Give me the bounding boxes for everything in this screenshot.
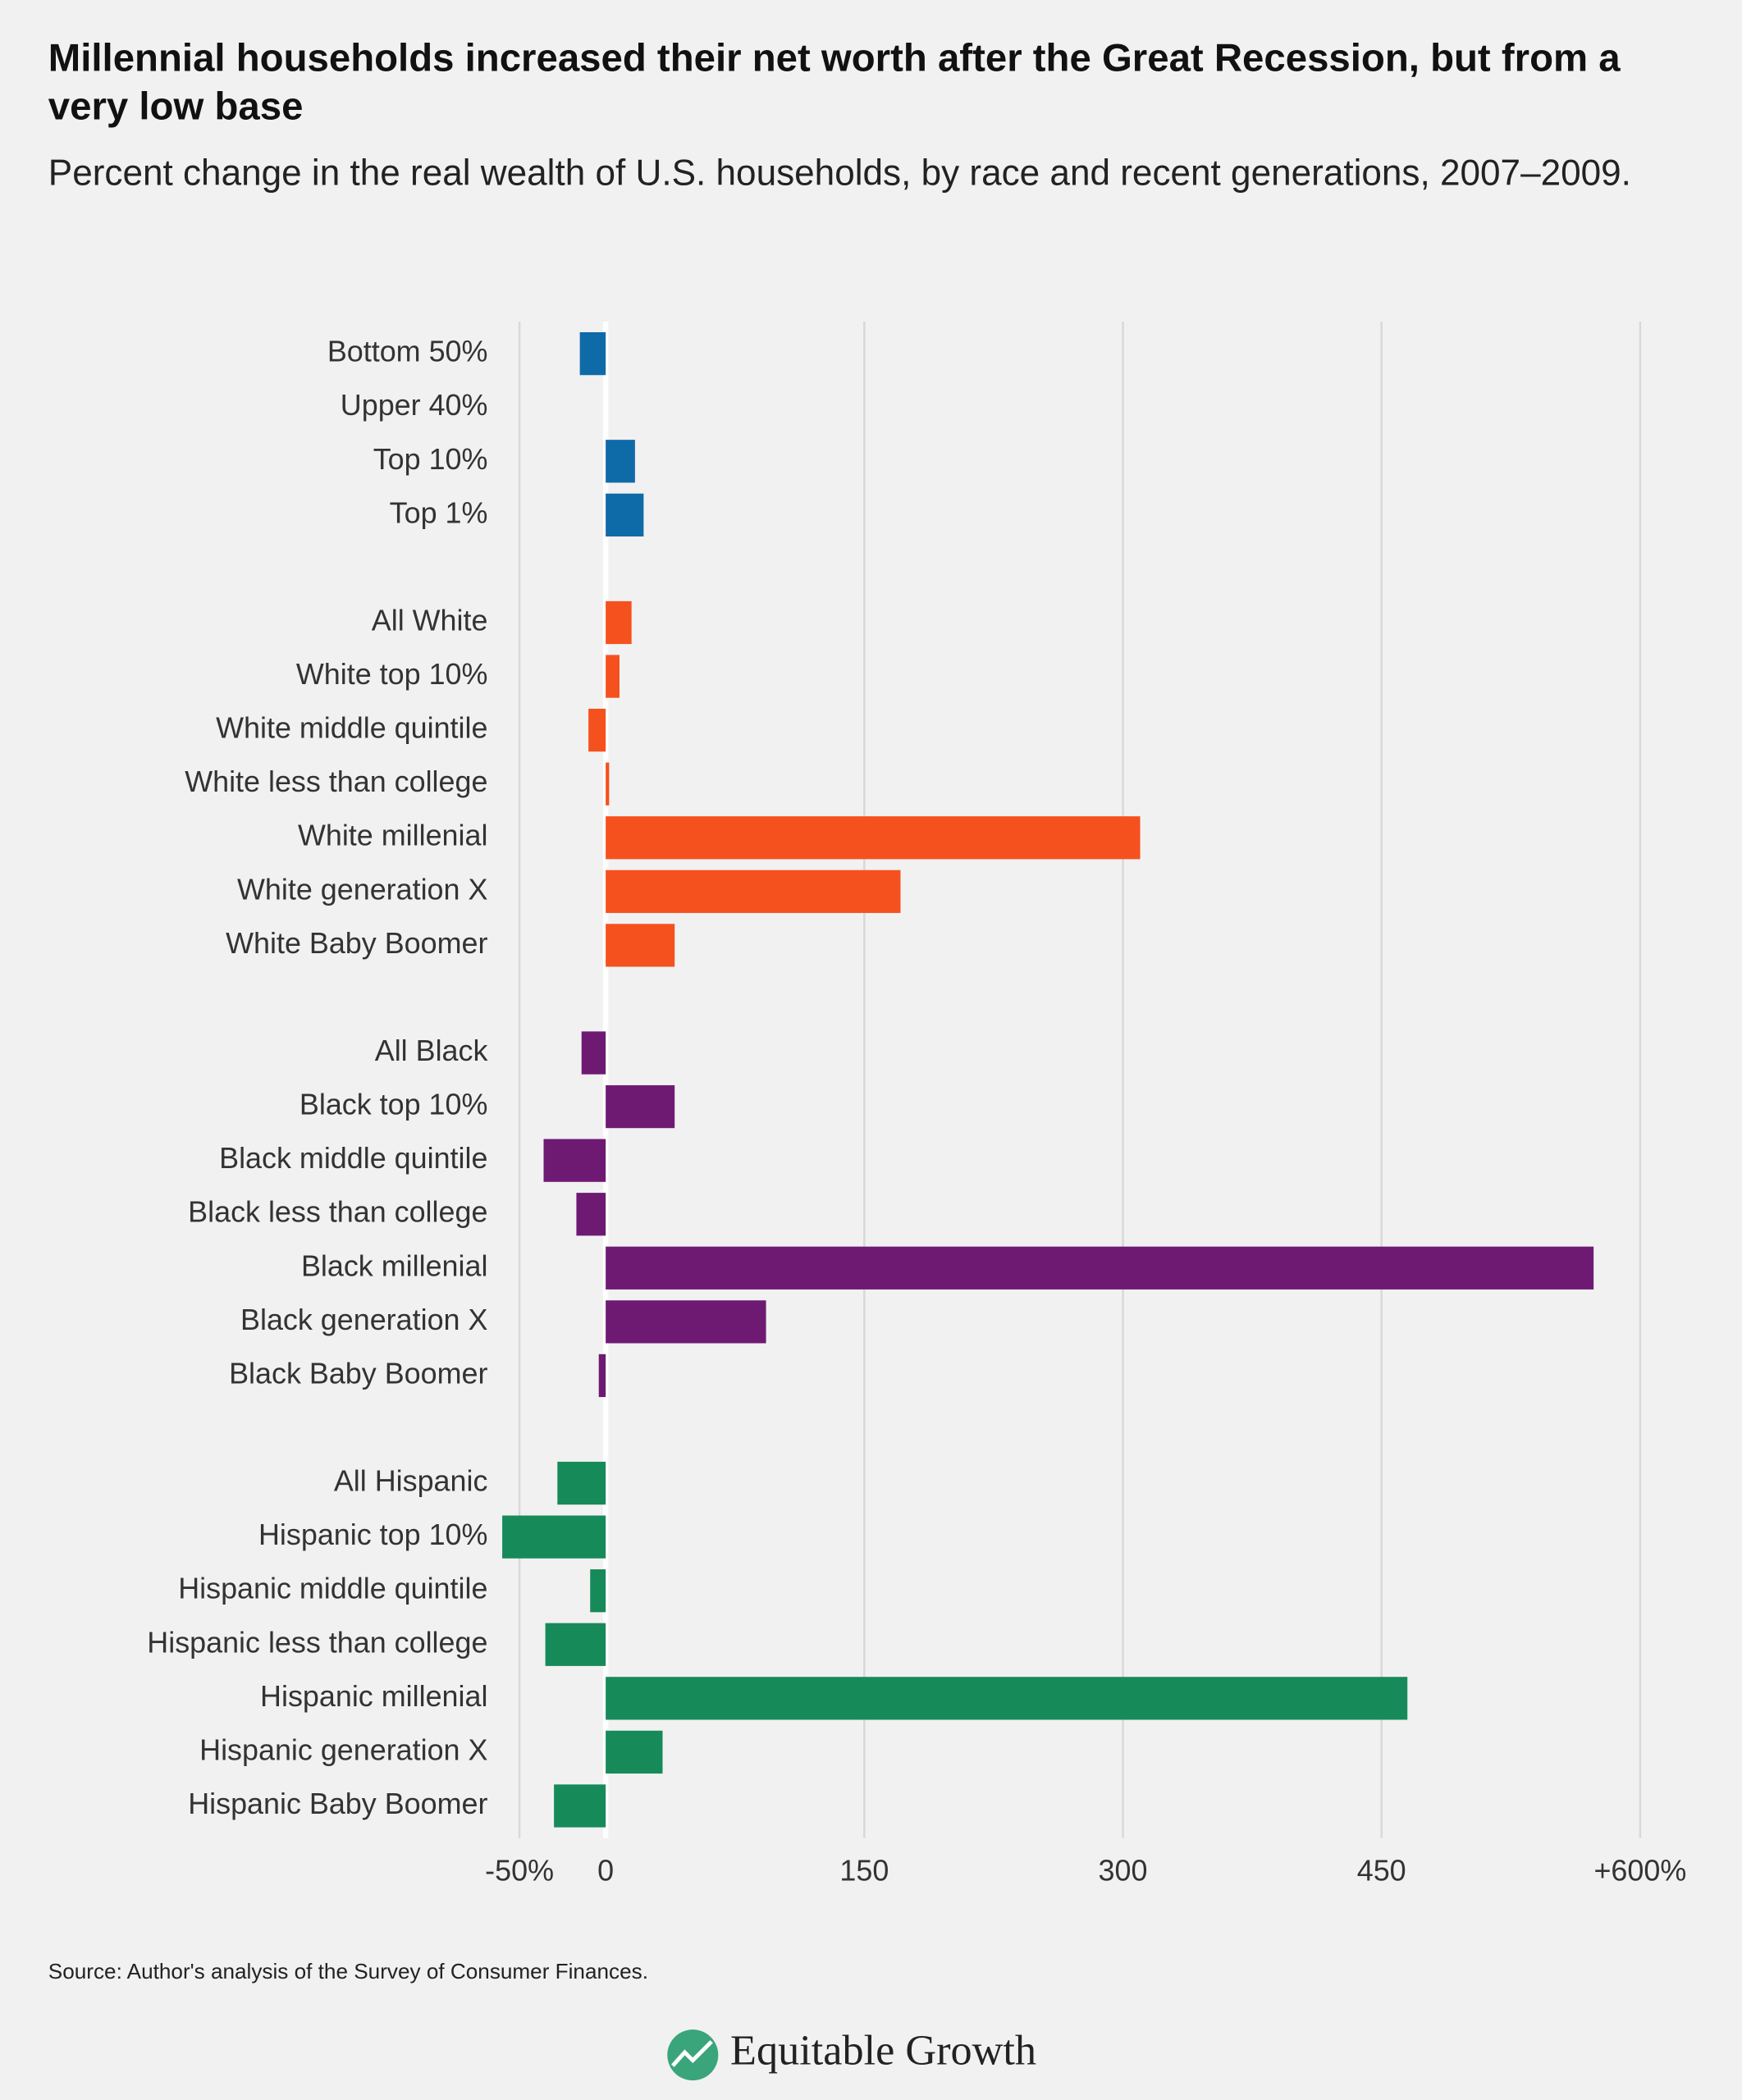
y-tick-label: Bottom 50% (327, 335, 488, 368)
bar (606, 924, 675, 967)
y-tick-label: Black Baby Boomer (229, 1356, 487, 1390)
source-note: Source: Author's analysis of the Survey … (48, 1961, 648, 1984)
y-tick-label: Black millenial (301, 1249, 487, 1282)
bar (590, 1569, 606, 1613)
bar (545, 1623, 606, 1666)
bar (576, 1193, 606, 1236)
y-tick-label: White generation X (237, 872, 487, 906)
y-tick-label: White top 10% (296, 657, 488, 691)
bar (579, 332, 606, 376)
bar (543, 1139, 606, 1182)
y-tick-label: All White (372, 603, 488, 637)
x-tick-label: 450 (1357, 1854, 1406, 1888)
chart-subtitle: Percent change in the real wealth of U.S… (48, 153, 1631, 194)
x-tick-label: 300 (1099, 1854, 1148, 1888)
y-tick-label: Black less than college (188, 1195, 487, 1229)
bar (606, 1084, 675, 1129)
y-tick-label: Black generation X (240, 1303, 487, 1336)
y-tick-label: All Black (375, 1034, 488, 1067)
bar (606, 1300, 766, 1344)
y-tick-label: White less than college (185, 765, 487, 798)
y-tick-label: White middle quintile (216, 711, 487, 745)
bar (606, 493, 644, 536)
y-tick-label: All Hispanic (334, 1464, 488, 1498)
bar (606, 440, 635, 483)
x-tick-label: -50% (485, 1854, 554, 1888)
bar (606, 816, 1141, 860)
bar (606, 1246, 1594, 1290)
x-tick-label: +600% (1593, 1854, 1686, 1888)
bar (606, 600, 632, 645)
y-tick-label: Hispanic millenial (260, 1679, 487, 1713)
logo-icon (667, 2029, 719, 2081)
bar (606, 870, 901, 913)
y-tick-label: Hispanic Baby Boomer (188, 1787, 487, 1820)
y-tick-label: White millenial (298, 819, 487, 852)
y-tick-label: Hispanic top 10% (258, 1518, 487, 1551)
y-tick-label: Hispanic generation X (199, 1732, 487, 1766)
y-tick-label: Upper 40% (341, 388, 488, 422)
bar (581, 1031, 606, 1075)
bar (554, 1784, 606, 1828)
bar (557, 1461, 606, 1505)
bar (606, 655, 620, 698)
chart-title: Millennial households increased their ne… (48, 37, 1621, 129)
y-tick-label: White Baby Boomer (226, 926, 487, 960)
y-tick-label: Hispanic middle quintile (178, 1572, 487, 1605)
logo-text: Equitable Growth (730, 2025, 1037, 2075)
x-tick-label: 150 (839, 1854, 889, 1888)
x-tick-label: 0 (597, 1854, 614, 1888)
chart: -50% 0 150 300 450 +600% Bottom 50% Upper 40% To… (147, 321, 1686, 1888)
y-tick-label: Black middle quintile (219, 1141, 487, 1175)
bar (606, 1730, 663, 1774)
bar (606, 1677, 1408, 1720)
bar (588, 708, 606, 752)
y-tick-label: Hispanic less than college (147, 1625, 487, 1659)
y-tick-label: Top 1% (390, 495, 488, 529)
bar (502, 1515, 606, 1559)
y-tick-label: Top 10% (373, 442, 488, 476)
y-tick-label: Black top 10% (299, 1088, 488, 1121)
bar (606, 762, 610, 806)
bar (598, 1354, 606, 1398)
